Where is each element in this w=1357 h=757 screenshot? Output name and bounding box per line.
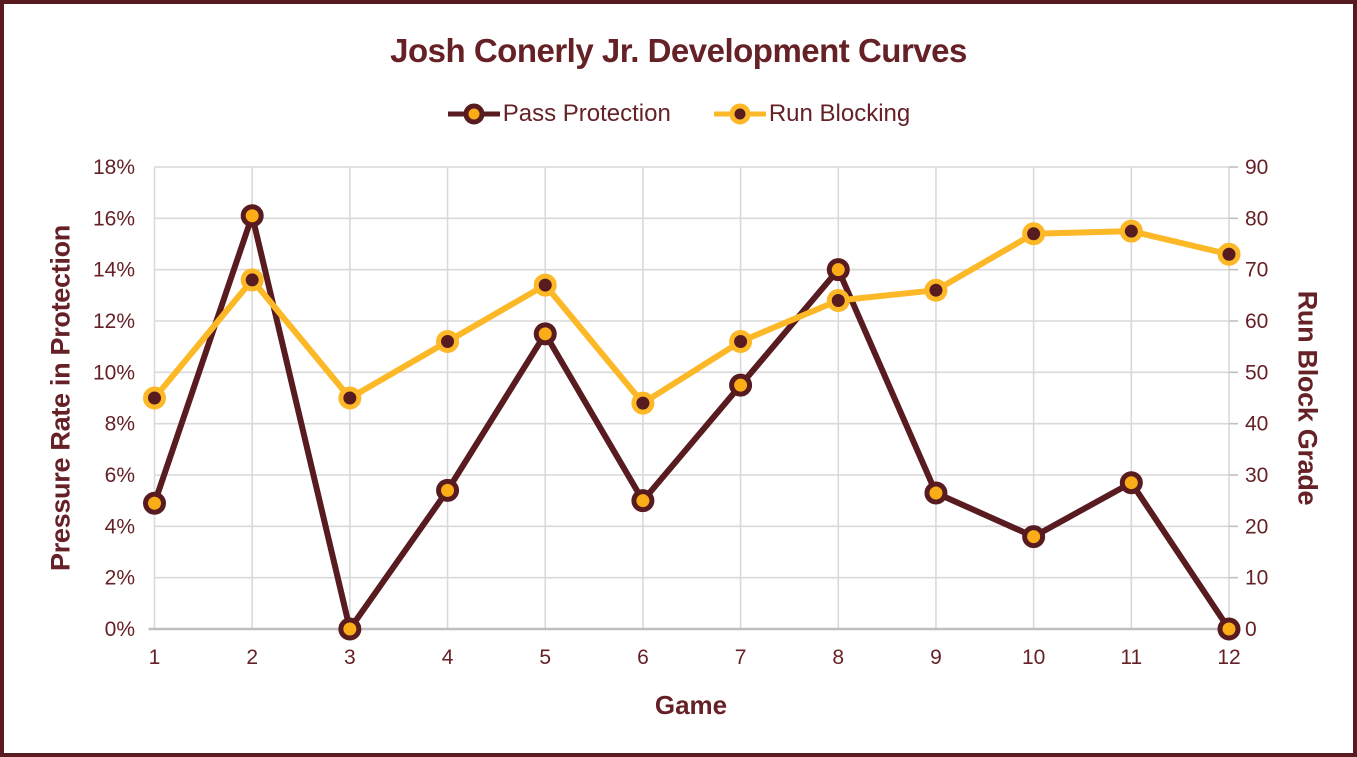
pass-protection-marker: [1022, 525, 1046, 549]
run-blocking-marker: [533, 273, 557, 297]
y-right-tick-label: 10: [1245, 567, 1268, 590]
x-tick-label: 12: [1217, 646, 1240, 669]
x-tick-label: 5: [539, 646, 551, 669]
pass-protection-marker: [338, 617, 362, 641]
x-tick-label: 4: [442, 646, 454, 669]
y-left-tick-label: 4%: [105, 515, 135, 538]
pass-protection-marker: [533, 322, 557, 346]
y-left-tick-label: 8%: [105, 413, 135, 436]
pass-protection-marker: [631, 489, 655, 513]
y-left-tick-label: 2%: [105, 567, 135, 590]
y-right-tick-label: 0: [1245, 618, 1257, 641]
y-right-tick-label: 30: [1245, 464, 1268, 487]
x-axis-title: Game: [654, 690, 728, 720]
run-blocking-swatch-icon: [713, 103, 766, 125]
y-right-tick-label: 70: [1245, 259, 1268, 282]
x-tick-label: 9: [930, 646, 942, 669]
y-right-tick-label: 40: [1245, 413, 1268, 436]
pass-protection-marker: [436, 478, 460, 502]
run-blocking-marker: [143, 386, 166, 410]
pass-protection-marker: [1217, 617, 1241, 641]
run-blocking-marker: [729, 330, 753, 354]
run-blocking-marker: [631, 391, 655, 415]
pass-protection-marker: [240, 204, 264, 228]
y-left-tick-label: 12%: [93, 310, 135, 333]
legend-label-pass-protection: Pass Protection: [502, 100, 671, 127]
legend-marker: [729, 103, 751, 125]
y-right-tick-label: 60: [1245, 310, 1268, 333]
run-blocking-marker: [1022, 222, 1046, 246]
y-left-tick-label: 14%: [93, 259, 135, 282]
run-blocking-marker: [338, 386, 362, 410]
x-tick-label: 10: [1022, 646, 1045, 669]
run-blocking-marker: [826, 288, 850, 312]
plot-area: 0% 2% 4% 6% 8% 10% 12% 14% 16% 18% 0 10 20 30 40 50 60 70…: [93, 156, 1268, 669]
x-tick-label: 11: [1120, 646, 1142, 669]
run-blocking-marker: [1217, 242, 1241, 266]
y-right-tick-label: 20: [1245, 515, 1268, 538]
pass-protection-swatch-icon: [447, 103, 500, 125]
x-tick-label: 2: [246, 646, 258, 669]
x-tick-label: 1: [149, 646, 161, 669]
y-left-tick-label: 6%: [105, 464, 135, 487]
pass-protection-marker: [143, 491, 166, 515]
pass-protection-line: [151, 212, 1232, 632]
chart-title: Josh Conerly Jr. Development Curves: [390, 32, 967, 69]
x-tick-label: 8: [832, 646, 844, 669]
legend-item-run-blocking: Run Blocking: [713, 100, 910, 128]
run-blocking-line: [151, 228, 1232, 407]
run-blocking-marker: [240, 268, 264, 292]
y-left-tick-label: 0%: [105, 618, 135, 641]
legend-marker: [463, 103, 485, 125]
pass-protection-marker: [826, 258, 850, 282]
legend-label-run-blocking: Run Blocking: [768, 100, 911, 127]
legend: Pass Protection Run Blocking: [4, 100, 1353, 128]
x-tick-label: 3: [344, 646, 356, 669]
y-left-tick-label: 18%: [93, 156, 135, 179]
run-blocking-marker: [1119, 219, 1143, 243]
y-left-tick-label: 10%: [93, 361, 135, 384]
y-right-tick-label: 90: [1245, 156, 1268, 179]
x-tick-label: 6: [637, 646, 649, 669]
x-tick-label: 7: [735, 646, 747, 669]
y-right-tick-label: 80: [1245, 207, 1268, 230]
pass-protection-marker: [924, 481, 948, 505]
y-left-tick-label: 16%: [93, 207, 135, 230]
run-blocking-marker: [924, 278, 948, 302]
y-right-tick-label: 50: [1245, 361, 1268, 384]
pass-protection-marker: [729, 373, 753, 397]
legend-item-pass-protection: Pass Protection: [447, 100, 671, 128]
pass-protection-marker: [1119, 471, 1143, 495]
run-blocking-marker: [436, 330, 460, 354]
